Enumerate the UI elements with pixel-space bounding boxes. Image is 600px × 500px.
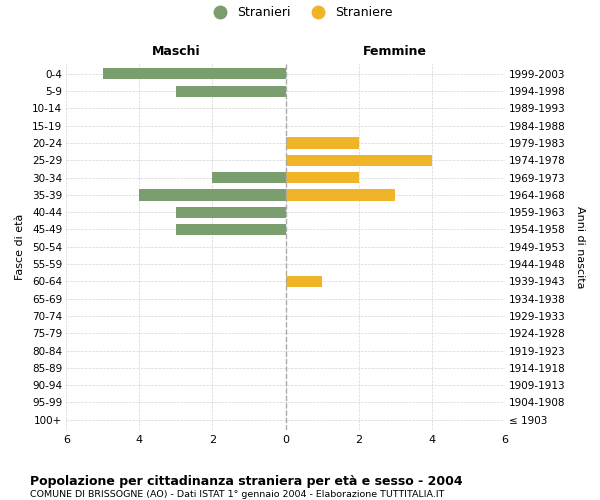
Text: COMUNE DI BRISSOGNE (AO) - Dati ISTAT 1° gennaio 2004 - Elaborazione TUTTITALIA.: COMUNE DI BRISSOGNE (AO) - Dati ISTAT 1°… (30, 490, 445, 499)
Bar (286, 172, 359, 183)
Bar (286, 276, 322, 287)
Legend: Stranieri, Straniere: Stranieri, Straniere (202, 1, 398, 24)
Y-axis label: Fasce di età: Fasce di età (15, 214, 25, 280)
Text: Maschi: Maschi (152, 46, 200, 59)
Bar (176, 206, 286, 218)
Bar (286, 138, 359, 148)
Bar (139, 190, 286, 200)
Text: Femmine: Femmine (363, 46, 427, 59)
Bar (103, 68, 286, 80)
Bar (176, 86, 286, 96)
Bar (286, 154, 431, 166)
Text: Popolazione per cittadinanza straniera per età e sesso - 2004: Popolazione per cittadinanza straniera p… (30, 474, 463, 488)
Y-axis label: Anni di nascita: Anni di nascita (575, 206, 585, 288)
Bar (212, 172, 286, 183)
Bar (286, 190, 395, 200)
Bar (176, 224, 286, 235)
